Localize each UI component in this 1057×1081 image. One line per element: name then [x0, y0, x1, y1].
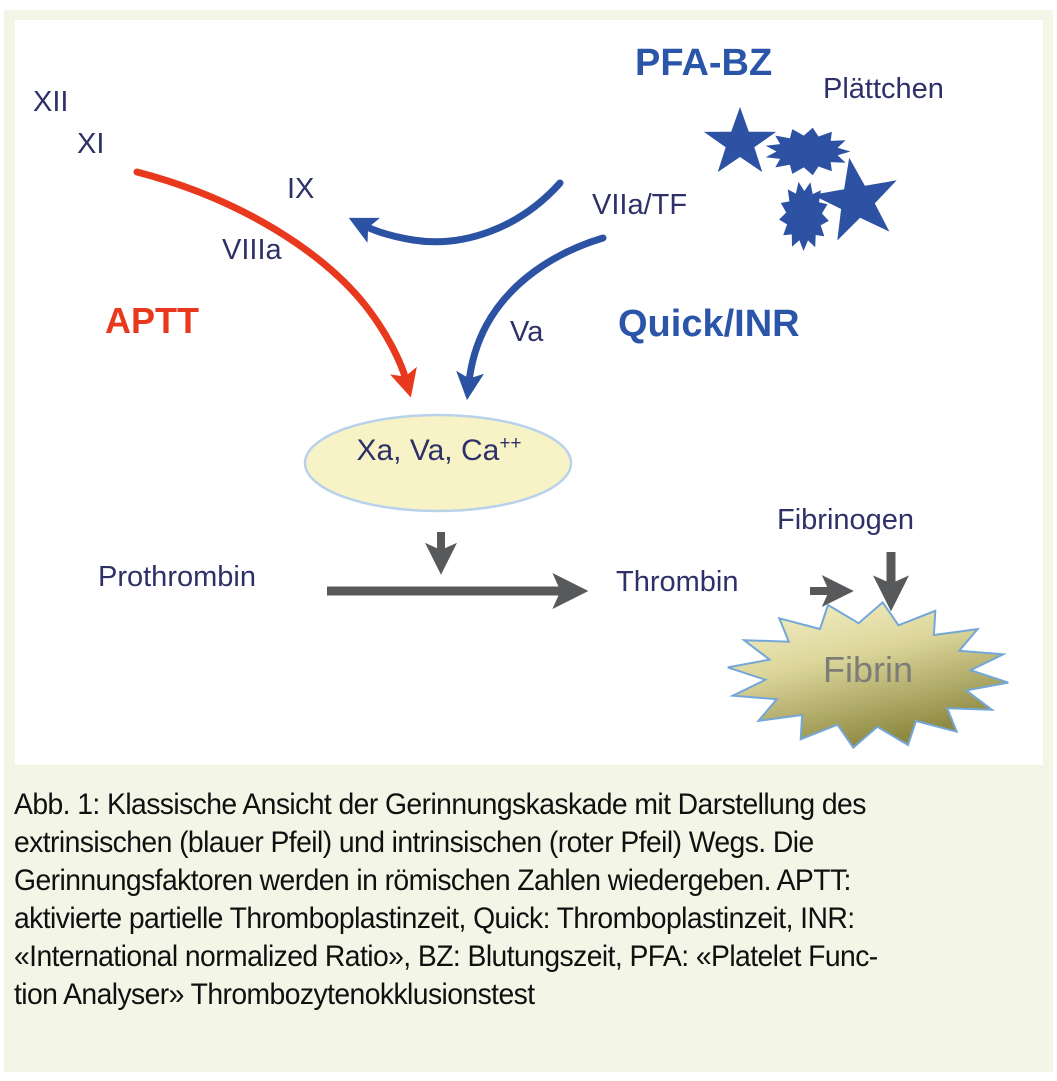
factor-ix-label: IX: [287, 173, 315, 205]
complex-superscript: ++: [499, 433, 522, 454]
caption-line: tion Analyser» Thrombozytenokklusionstes…: [14, 978, 535, 1011]
cascade-arrows-canvas: [133, 107, 1009, 750]
caption-line: Gerinnungsfaktoren werden in römischen Z…: [14, 864, 851, 897]
caption-line: extrinsischen (blauer Pfeil) und intrins…: [14, 826, 814, 859]
intrinsic-pathway-arrow: [133, 168, 417, 398]
factor-xii-label: XII: [33, 86, 69, 118]
platelet-burst-icon: [765, 127, 851, 176]
figure-panel: XII XI IX VIIIa VIIa/TF Va APTT Quick/IN…: [4, 10, 1053, 1072]
coagulation-cascade-diagram: XII XI IX VIIIa VIIa/TF Va APTT Quick/IN…: [15, 20, 1043, 765]
quick-inr-test-label: Quick/INR: [618, 303, 800, 345]
aptt-test-label: APTT: [105, 300, 199, 341]
complex-base-text: Xa, Va, Ca: [356, 434, 500, 467]
fibrinogen-label: Fibrinogen: [777, 504, 915, 536]
factor-viiia-label: VIIIa: [222, 234, 282, 266]
factor-xi-label: XI: [77, 128, 105, 160]
xa-va-ca-complex-ellipse: [303, 413, 573, 513]
caption-line: aktivierte partielle Thromboplastinzeit,…: [14, 902, 855, 935]
prothrombin-label: Prothrombin: [98, 561, 256, 593]
platelet-star-icon: [812, 157, 897, 241]
figure-caption: Abb. 1: Klassische Ansicht der Gerinnung…: [14, 786, 1032, 1014]
caption-line: Abb. 1: Klassische Ansicht der Gerinnung…: [14, 788, 866, 821]
factor-va-label: Va: [510, 316, 544, 348]
platelet-burst-icon: [779, 181, 829, 251]
platelets-label: Plättchen: [823, 73, 944, 105]
caption-line: «International normalized Ratio», BZ: Bl…: [14, 940, 878, 973]
fibrin-label: Fibrin: [822, 649, 914, 690]
thrombin-label: Thrombin: [616, 566, 739, 598]
extrinsic-to-intrinsic-arrow: [348, 179, 564, 246]
xa-va-ca-complex-label: Xa, Va, Ca++: [313, 433, 565, 467]
factor-viia-tf-label: VIIa/TF: [592, 189, 688, 221]
extrinsic-pathway-arrow: [456, 234, 607, 401]
fibrin-burst-shape: [727, 600, 1009, 750]
platelet-star-icon: [703, 107, 777, 173]
pfa-bz-test-label: PFA-BZ: [635, 42, 773, 84]
